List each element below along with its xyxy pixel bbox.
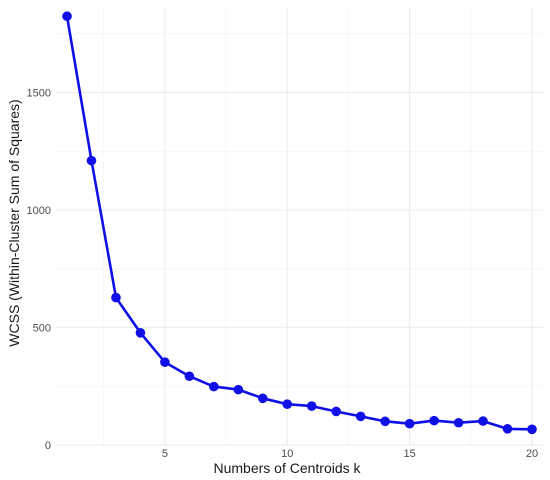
y-axis-ticks: 0 500 1000 1500 [27, 88, 51, 452]
wcss-series-line [65, 15, 533, 431]
data-point [62, 11, 72, 22]
x-tick-label: 20 [526, 448, 538, 460]
data-point [257, 393, 268, 404]
y-tick-label: 500 [33, 322, 51, 334]
data-point [184, 371, 195, 382]
x-axis-ticks: 5 10 15 20 [162, 448, 538, 460]
x-axis-title: Numbers of Centroids k [213, 460, 361, 476]
data-point [86, 155, 97, 166]
y-tick-label: 0 [45, 440, 51, 452]
data-point [380, 416, 390, 427]
y-tick-label: 1000 [27, 205, 51, 217]
major-gridlines [56, 8, 543, 446]
wcss-data-points [62, 11, 537, 435]
data-point [355, 411, 366, 422]
data-point [306, 401, 317, 411]
minor-gridlines [56, 8, 543, 446]
data-point [453, 417, 464, 428]
data-point [331, 406, 342, 417]
y-tick-label: 1500 [27, 88, 51, 100]
x-tick-label: 15 [404, 448, 416, 460]
data-point [404, 418, 415, 429]
data-point [478, 416, 488, 426]
data-point [282, 399, 293, 409]
data-point [135, 328, 146, 338]
data-point [502, 424, 513, 434]
data-point [233, 384, 244, 395]
data-point [160, 357, 170, 367]
data-point [111, 292, 121, 303]
x-tick-label: 10 [281, 448, 293, 460]
x-tick-label: 5 [162, 448, 168, 460]
y-axis-title: WCSS (Within-Cluster Sum of Squares) [6, 99, 22, 346]
data-point [527, 424, 537, 435]
data-point [429, 415, 439, 426]
data-point [209, 381, 219, 392]
